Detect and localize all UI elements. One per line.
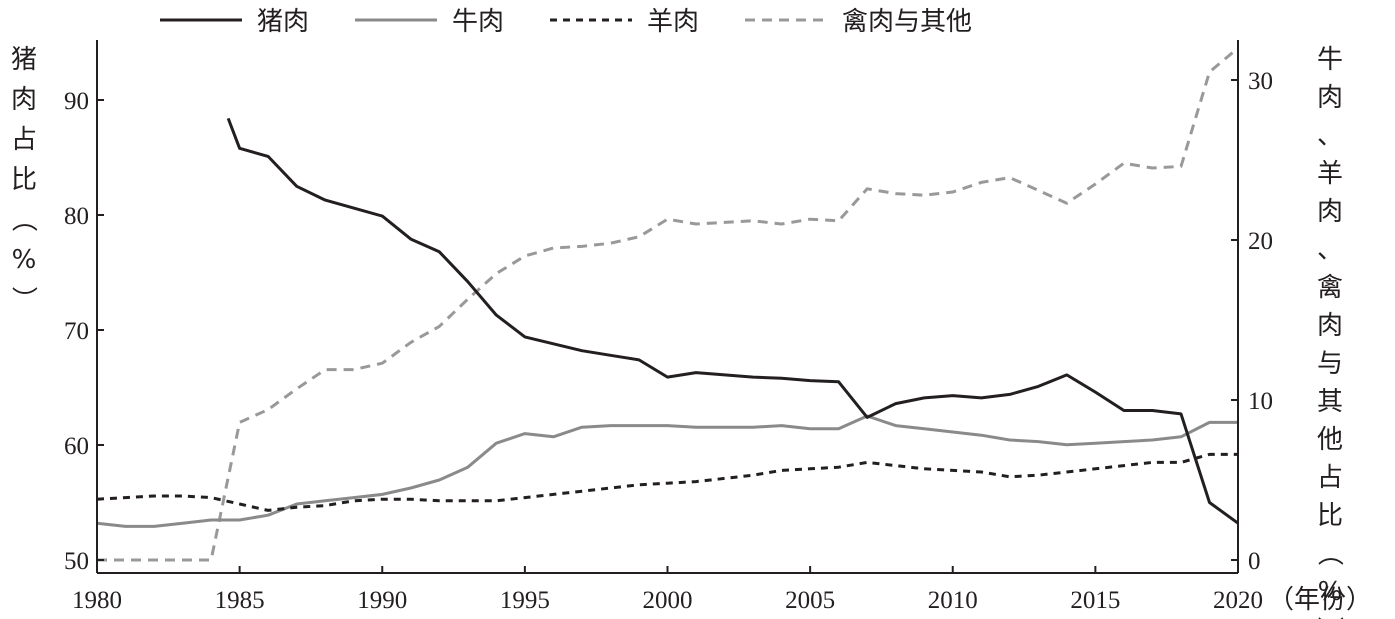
- plot-series: [96, 46, 1239, 562]
- right-y-axis-title-char: 他: [1317, 425, 1343, 455]
- legend-label-4: 禽肉与其他: [842, 7, 972, 37]
- right-y-tick-label: 0: [1248, 548, 1261, 575]
- x-tick-label: 2010: [928, 587, 978, 614]
- x-tick-label: 2020: [1213, 587, 1263, 614]
- left-y-axis-title-char: 肉: [11, 85, 37, 115]
- left-y-axis-title-char: 占: [11, 125, 37, 155]
- right-y-tick-label: 10: [1248, 388, 1273, 415]
- left-y-axis-title-char: 比: [11, 165, 37, 195]
- right-y-axis-title-char: 、: [1317, 235, 1343, 265]
- left-y-axis-title-char: %: [12, 245, 37, 275]
- x-axis-unit-label: （年份）: [1268, 585, 1372, 615]
- x-tick-label: 2015: [1070, 587, 1120, 614]
- left-y-axis-title-char: 猪: [11, 45, 37, 75]
- left-y-tick-label: 90: [64, 88, 89, 115]
- right-y-axis-title-char: %: [1318, 577, 1343, 607]
- x-tick-label: 1985: [215, 587, 265, 614]
- right-y-axis-title-char: 牛: [1317, 45, 1343, 75]
- right-y-axis-title-char: 肉: [1317, 197, 1343, 227]
- x-tick-label: 2005: [785, 587, 835, 614]
- legend-label-3: 羊肉: [647, 7, 699, 37]
- right-y-axis-title-char: 肉: [1317, 311, 1343, 341]
- x-tick-label: 1980: [72, 587, 122, 614]
- right-y-axis-title-char: 羊: [1317, 159, 1343, 189]
- right-y-axis-title-char: 、: [1317, 121, 1343, 151]
- axes: 1980 1985 1990 1995 2000 2005 2010 2015 20205060…: [64, 40, 1273, 614]
- x-tick-label: 1990: [357, 587, 407, 614]
- series-line-1: [226, 117, 1239, 525]
- right-y-tick-label: 30: [1248, 68, 1273, 95]
- left-y-axis-title-char: ）: [8, 286, 38, 312]
- x-tick-label: 1995: [500, 587, 550, 614]
- right-y-axis-title-char: 比: [1317, 501, 1343, 531]
- right-y-axis-title-char: （: [1314, 540, 1344, 566]
- right-y-axis-title-char: 禽: [1317, 273, 1343, 303]
- legend-label-2: 牛肉: [452, 7, 504, 37]
- series-line-2: [96, 414, 1238, 528]
- left-y-tick-label: 50: [64, 548, 89, 575]
- series-line-4: [97, 46, 1239, 562]
- left-y-tick-label: 70: [64, 318, 89, 345]
- right-y-tick-label: 20: [1248, 228, 1273, 255]
- legend: 猪肉 牛肉 羊肉 禽肉与其他: [160, 7, 972, 37]
- left-y-axis-title-char: （: [8, 206, 38, 232]
- left-y-tick-label: 80: [64, 203, 89, 230]
- right-y-axis-title-char: ）: [1314, 616, 1344, 619]
- right-y-axis-title-char: 占: [1317, 463, 1343, 493]
- right-y-axis-title-char: 与: [1317, 349, 1343, 379]
- legend-label-1: 猪肉: [257, 7, 309, 37]
- x-tick-label: 2000: [643, 587, 693, 614]
- left-y-tick-label: 60: [64, 433, 89, 460]
- right-y-axis-title-char: 肉: [1317, 83, 1343, 113]
- right-y-axis-title-char: 其: [1317, 387, 1343, 417]
- series-line-3: [96, 452, 1238, 512]
